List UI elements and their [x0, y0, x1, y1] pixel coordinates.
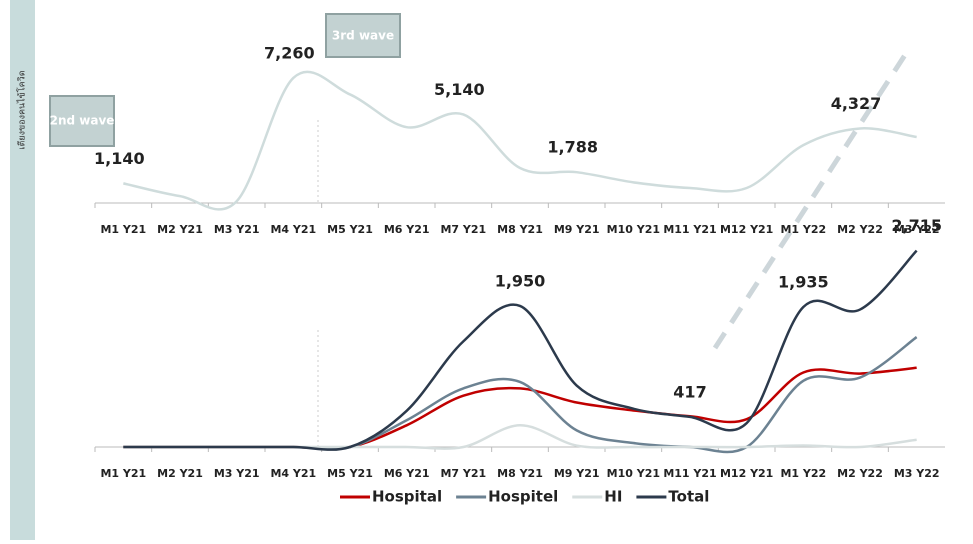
- x-tick-label: M6 Y21: [384, 223, 430, 236]
- x-tick-label: M2 Y21: [157, 223, 203, 236]
- x-tick-label: M4 Y21: [270, 467, 316, 480]
- annotation-box: [325, 13, 401, 58]
- data-label: 4,327: [831, 94, 882, 113]
- x-tick-label: M10 Y21: [607, 223, 660, 236]
- line: [123, 249, 918, 451]
- x-tick-label: M1 Y21: [100, 467, 146, 480]
- x-tick-label: M1 Y21: [100, 223, 146, 236]
- x-tick-label: M3 Y22: [894, 223, 940, 236]
- x-tick-label: M3 Y22: [894, 467, 940, 480]
- data-label: 1,788: [547, 138, 598, 157]
- line: [123, 336, 918, 454]
- x-tick-label: M1 Y22: [780, 223, 826, 236]
- legend-label: HI: [604, 488, 622, 506]
- data-label: 7,260: [264, 43, 315, 62]
- annotation: 2nd wave: [50, 114, 115, 128]
- x-tick-label: M5 Y21: [327, 223, 373, 236]
- line: [123, 70, 917, 211]
- x-tick-label: M1 Y22: [780, 467, 826, 480]
- data-label: 5,140: [434, 80, 485, 99]
- line: [123, 366, 917, 450]
- x-tick-label: M9 Y21: [554, 467, 600, 480]
- data-label: 417: [673, 382, 706, 401]
- x-tick-label: M3 Y21: [214, 467, 260, 480]
- x-tick-label: M10 Y21: [607, 467, 660, 480]
- data-label: 1,140: [94, 149, 145, 168]
- x-tick-label: M3 Y21: [214, 223, 260, 236]
- x-tick-label: M9 Y21: [554, 223, 600, 236]
- side-bar: [10, 0, 35, 540]
- x-tick-label: M6 Y21: [384, 467, 430, 480]
- data-label: 2,715: [891, 216, 942, 235]
- x-tick-label: M2 Y21: [157, 467, 203, 480]
- x-tick-label: M4 Y21: [270, 223, 316, 236]
- x-tick-label: M7 Y21: [440, 223, 486, 236]
- x-tick-label: M12 Y21: [720, 223, 773, 236]
- x-tick-label: M5 Y21: [327, 467, 373, 480]
- legend-label: Total: [668, 488, 709, 506]
- annotation-box: [49, 95, 115, 147]
- x-tick-label: M8 Y21: [497, 467, 543, 480]
- legend-label: Hospitel: [488, 488, 558, 506]
- y-axis-label: เตียงของคนไข้โควิด: [17, 70, 28, 149]
- line: [123, 424, 917, 450]
- x-tick-label: M11 Y21: [663, 223, 716, 236]
- annotation: 3rd wave: [332, 29, 394, 43]
- x-tick-label: M2 Y22: [837, 223, 883, 236]
- x-tick-label: M12 Y21: [720, 467, 773, 480]
- data-label: 1,950: [495, 271, 546, 290]
- x-tick-label: M7 Y21: [440, 467, 486, 480]
- legend-label: Hospital: [372, 488, 442, 506]
- x-tick-label: M2 Y22: [837, 467, 883, 480]
- data-label: 1,935: [778, 273, 829, 292]
- x-tick-label: M11 Y21: [663, 467, 716, 480]
- x-tick-label: M8 Y21: [497, 223, 543, 236]
